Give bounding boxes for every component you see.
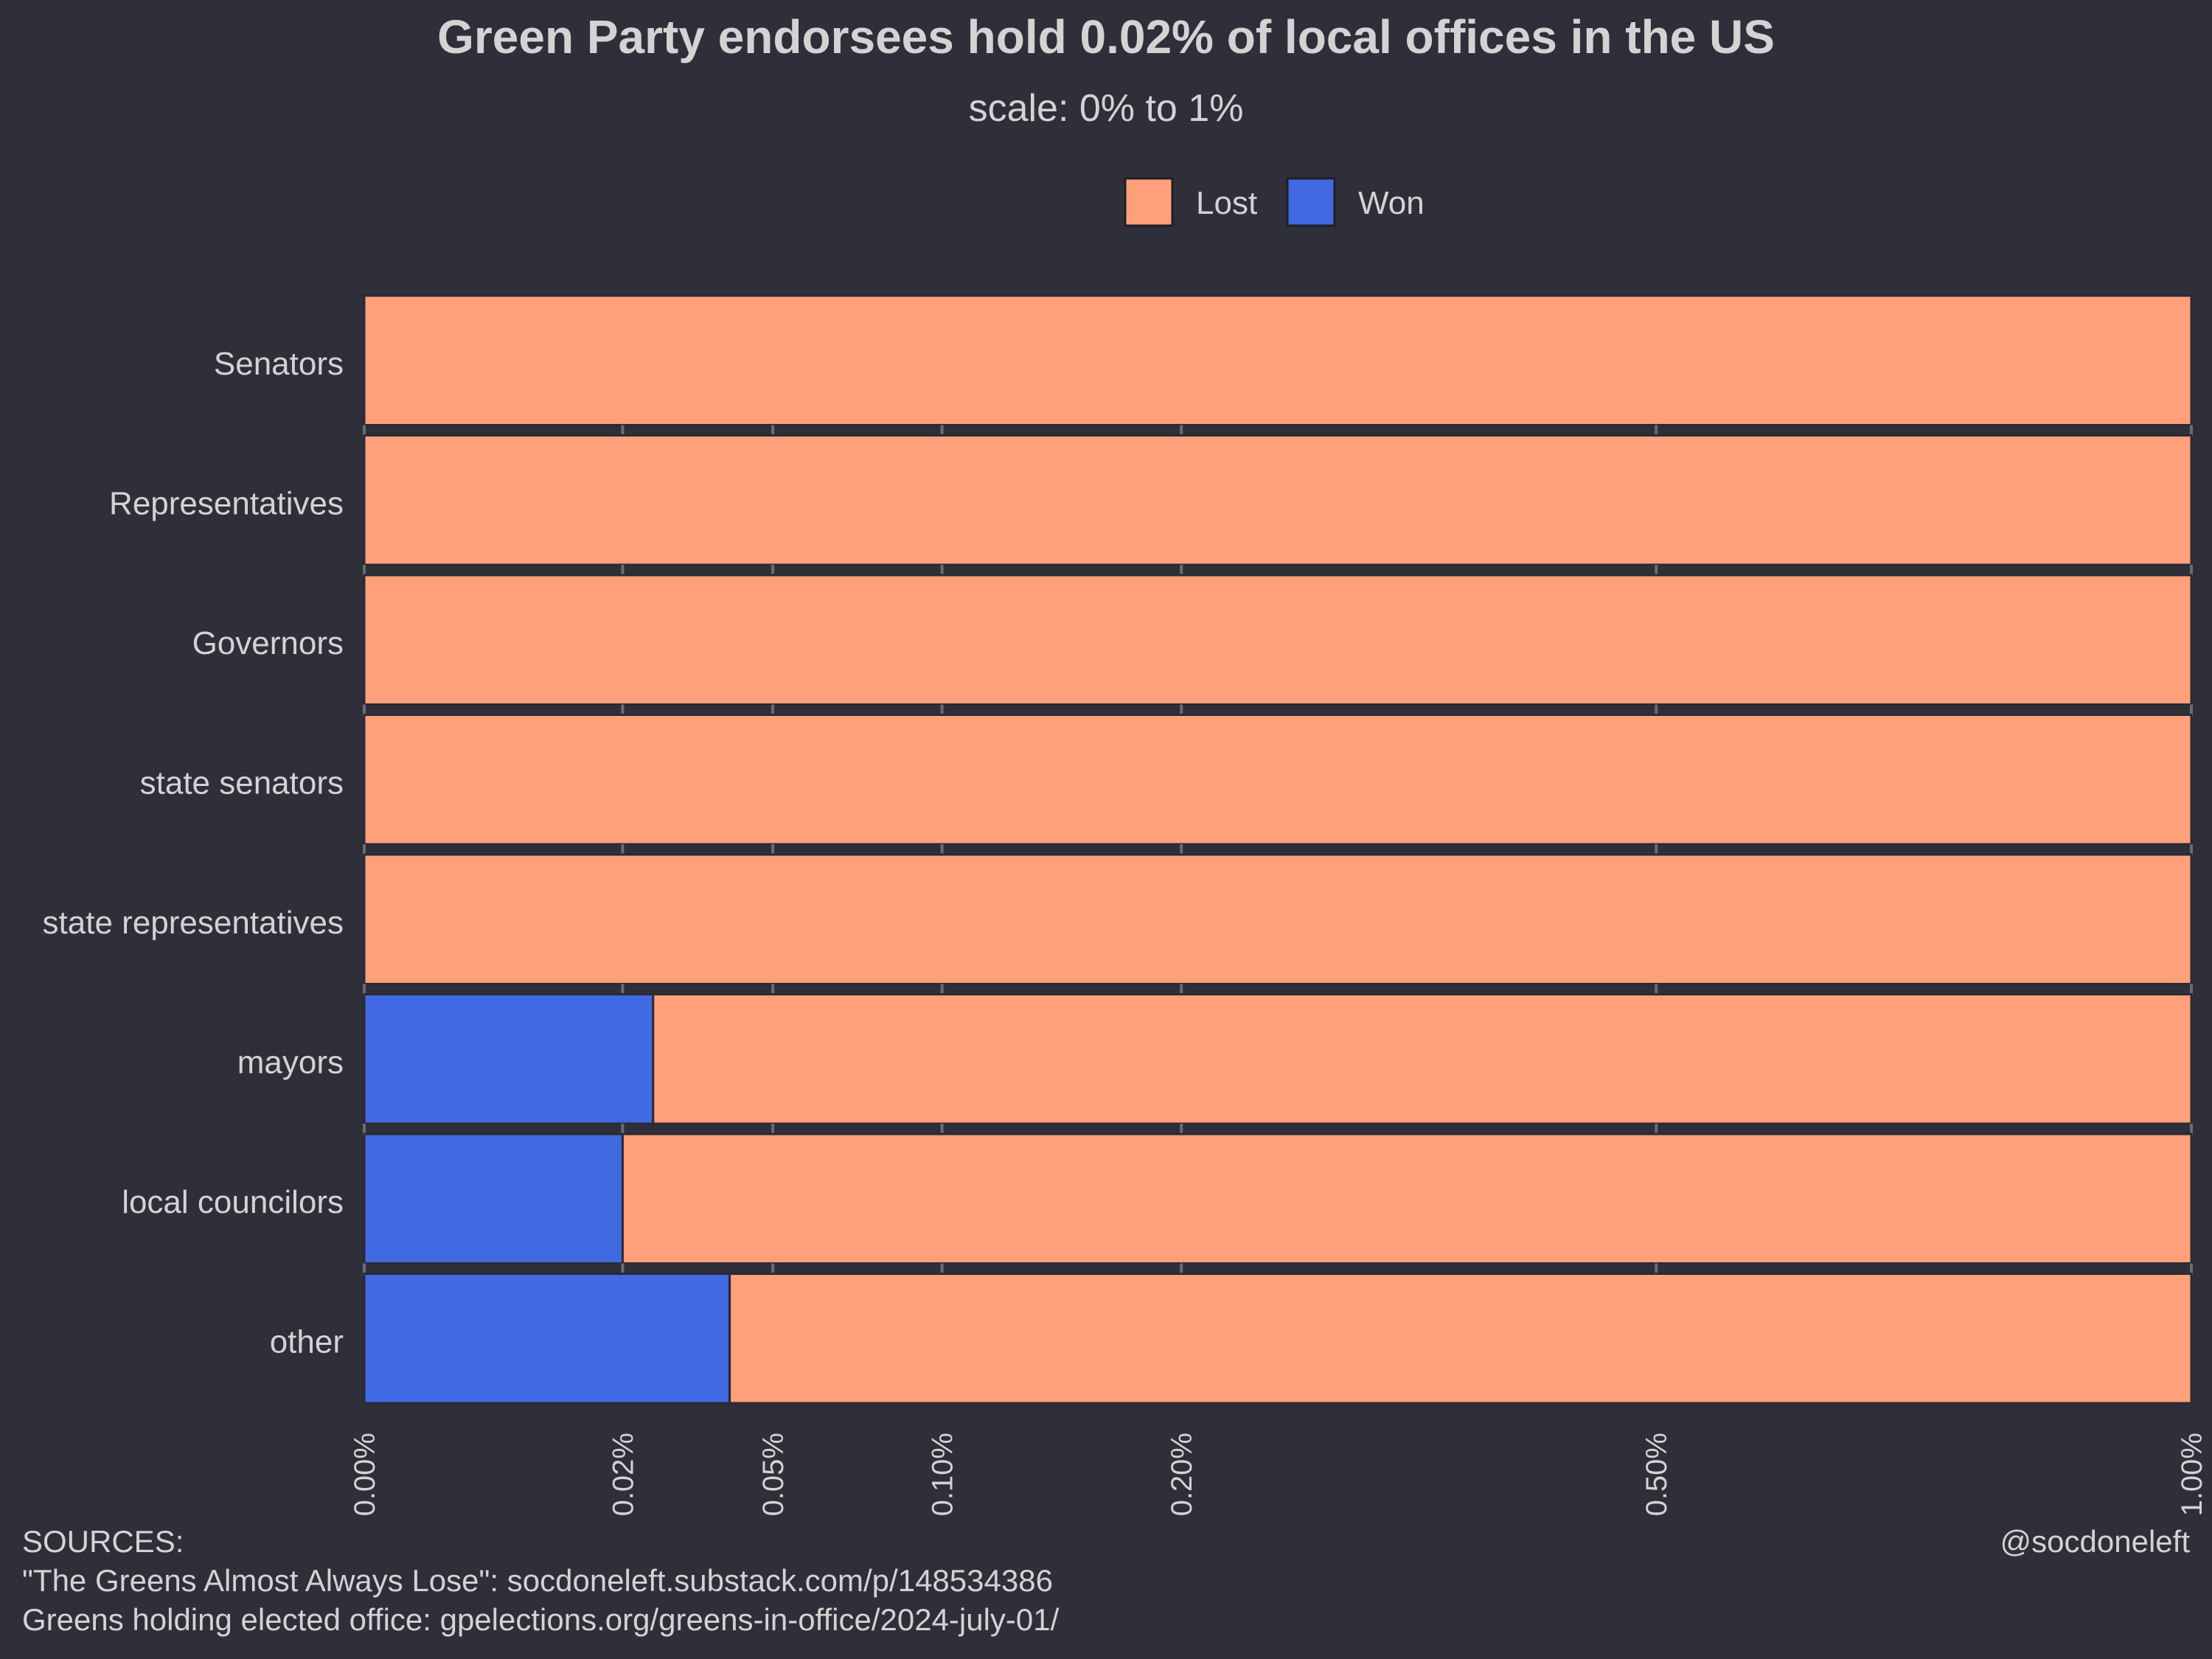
bar-won-7 [363, 1133, 624, 1265]
x-tick-label-4: 0.10% [927, 1433, 959, 1516]
category-label-7: local councilors [122, 1184, 344, 1220]
source-link-2[interactable]: Greens holding elected office: gpelectio… [22, 1602, 1060, 1637]
chart-subtitle: scale: 0% to 1% [969, 87, 1244, 130]
source-link-1[interactable]: "The Greens Almost Always Lose": socdone… [22, 1563, 1053, 1598]
x-tick-label-1: 0.00% [349, 1433, 381, 1516]
category-label-4: state senators [140, 765, 344, 801]
bar-lost-8 [728, 1273, 2193, 1405]
bar-lost-3 [363, 574, 2193, 706]
bar-lost-7 [621, 1133, 2193, 1265]
legend: Lost Won [1124, 177, 1425, 227]
category-label-1: Senators [214, 346, 344, 382]
author-credit: @socdoneleft [2000, 1524, 2190, 1559]
category-label-6: mayors [237, 1044, 344, 1080]
legend-label-lost: Lost [1196, 185, 1257, 221]
plot-area: Senators Representatives Governors state se… [43, 294, 2208, 1516]
x-tick-label-7: 1.00% [2176, 1433, 2208, 1516]
bar-won-6 [363, 993, 655, 1125]
sources-block: SOURCES: "The Greens Almost Always Lose"… [22, 1522, 1059, 1639]
bar-won-8 [363, 1273, 731, 1405]
category-label-5: state representatives [43, 905, 344, 941]
legend-swatch-lost [1124, 177, 1174, 227]
x-tick-label-6: 0.50% [1641, 1433, 1673, 1516]
sources-heading: SOURCES: [22, 1524, 184, 1559]
bar-lost-2 [363, 434, 2193, 566]
category-label-8: other [270, 1324, 344, 1360]
x-tick-label-3: 0.05% [757, 1433, 790, 1516]
bar-lost-6 [652, 993, 2193, 1125]
x-tick-label-2: 0.02% [607, 1433, 639, 1516]
category-label-2: Representatives [109, 485, 344, 521]
chart-title: Green Party endorsees hold 0.02% of loca… [437, 10, 1775, 63]
legend-swatch-won [1286, 177, 1336, 227]
bar-lost-5 [363, 853, 2193, 985]
bar-lost-4 [363, 714, 2193, 846]
category-label-3: Governors [192, 625, 344, 661]
x-tick-label-5: 0.20% [1166, 1433, 1198, 1516]
legend-label-won: Won [1358, 185, 1425, 221]
bar-lost-1 [363, 294, 2193, 426]
